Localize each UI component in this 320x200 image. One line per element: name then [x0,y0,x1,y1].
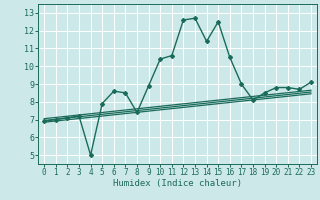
X-axis label: Humidex (Indice chaleur): Humidex (Indice chaleur) [113,179,242,188]
